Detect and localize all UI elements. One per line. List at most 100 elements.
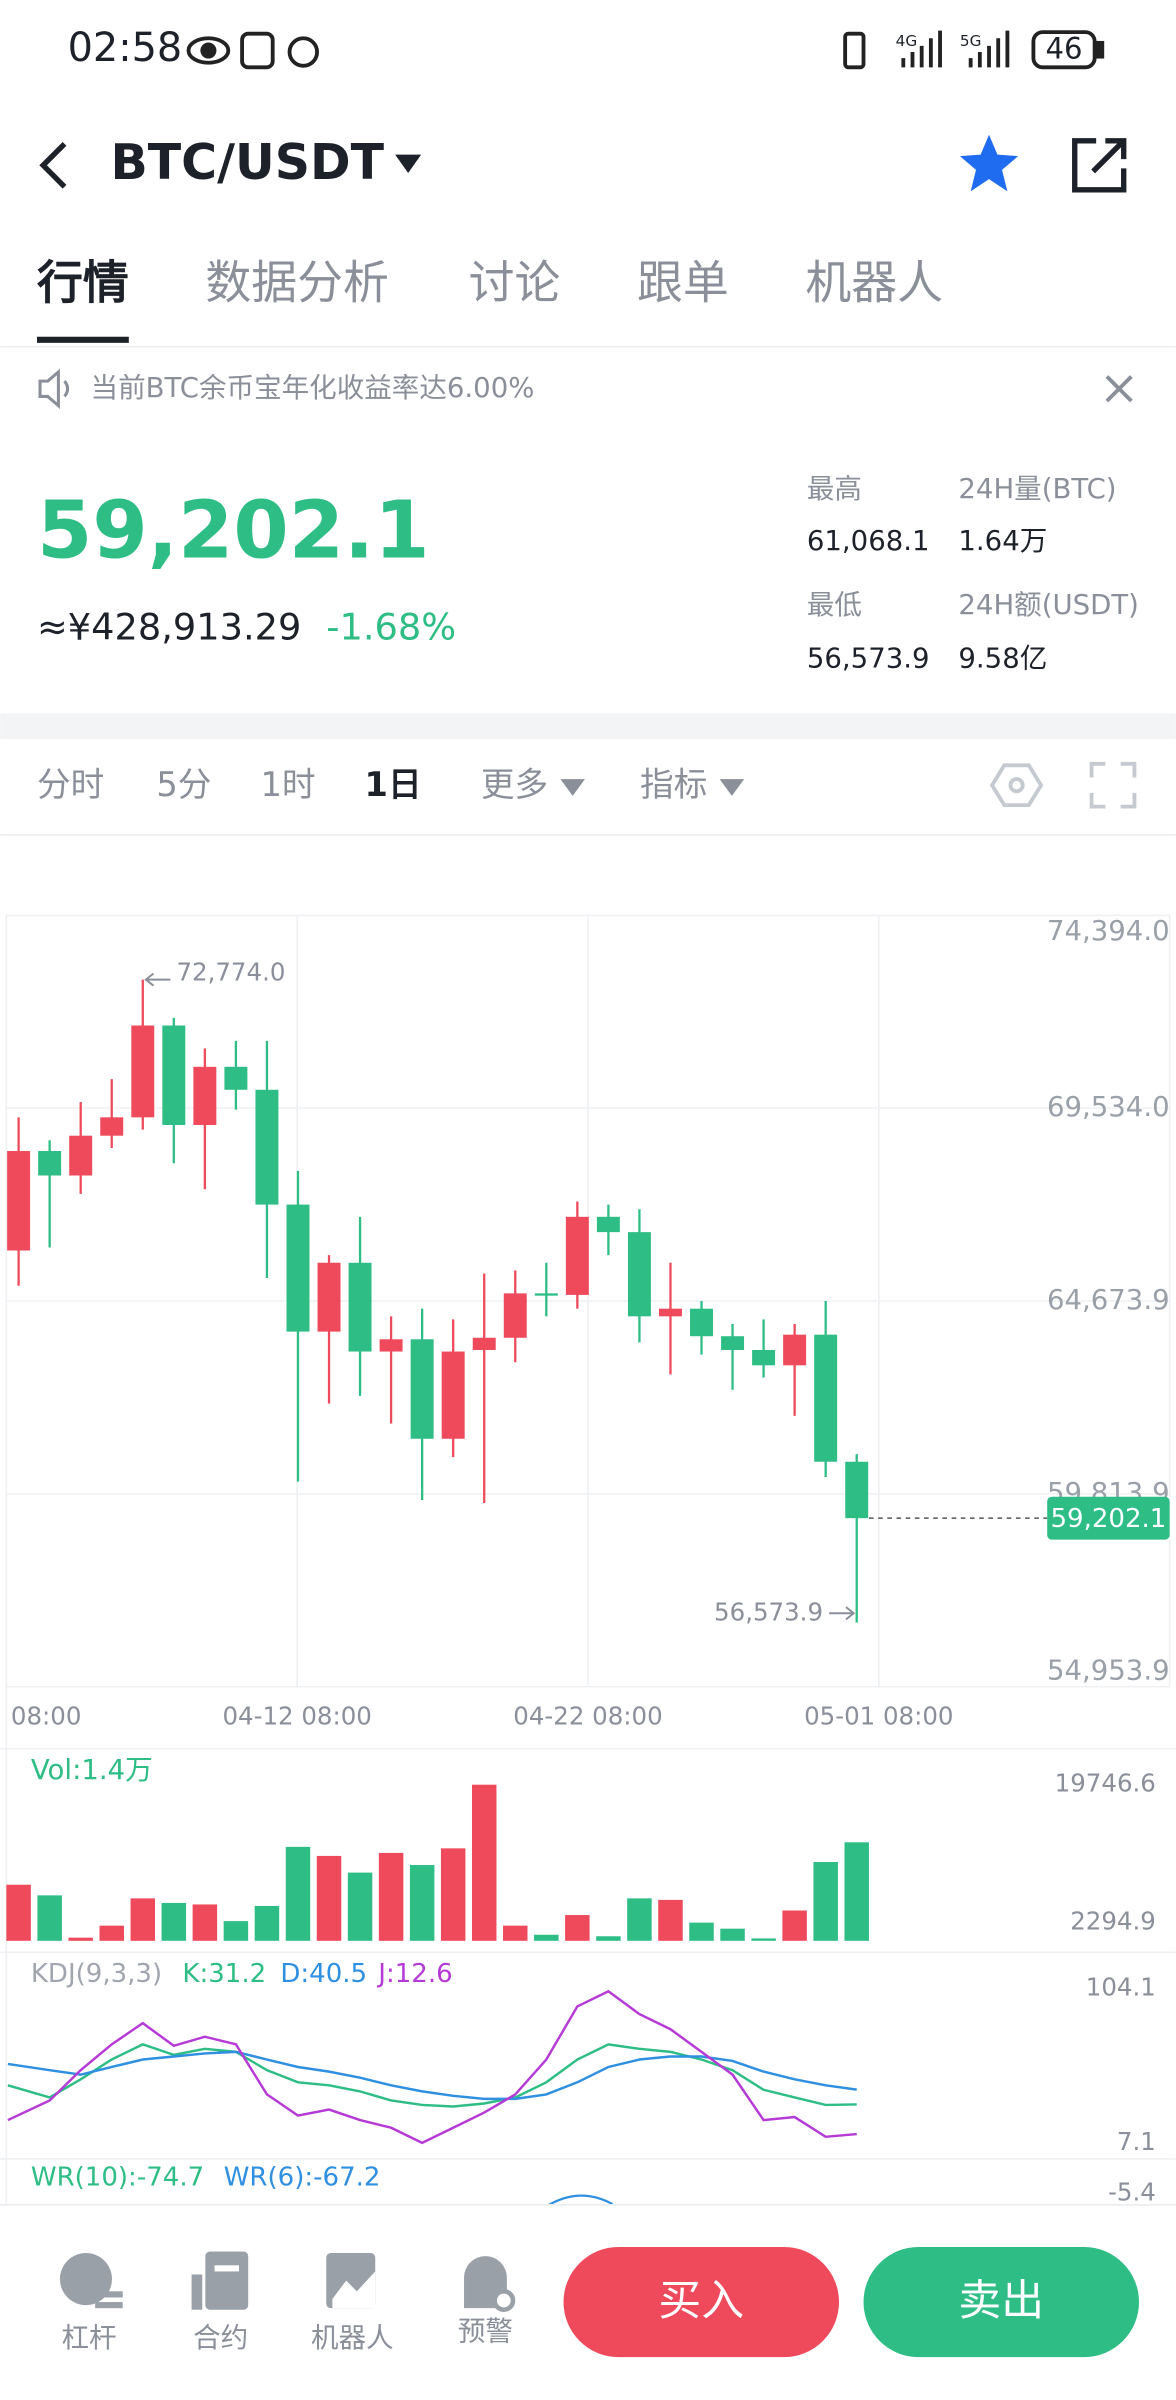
volume-bar [440,1848,466,1941]
legend-entry: K:31.2 [182,1959,266,1989]
tab-indicator [36,336,129,343]
candle-body [162,1025,186,1125]
candle-body [100,1117,124,1136]
tab[interactable]: 跟单 [637,256,729,310]
y-tick-label: 74,394.0 [1047,915,1170,947]
interval[interactable]: 1时 [260,765,315,804]
volume-bar [534,1934,559,1941]
candle-body [503,1293,527,1338]
low-label: 56,573.9 [714,1597,823,1626]
nav-icon[interactable] [191,2251,249,2310]
nav-label[interactable]: 杠杆 [61,2322,116,2354]
volume-bar [37,1895,62,1941]
high-label: 72,774.0 [176,957,285,986]
dropdown-arrow [719,779,745,796]
y-tick-label: 64,673.9 [1047,1284,1170,1316]
volume-bar [285,1846,311,1941]
share-button[interactable] [1072,138,1127,193]
notice-close[interactable] [1105,375,1133,403]
x-tick-label: 04-22 08:00 [513,1701,662,1730]
net-4g: 4G [896,32,918,50]
dropdown-arrow [560,779,585,796]
tab[interactable]: 数据分析 [205,256,389,310]
battery-level: 46 [1046,32,1083,66]
volume-bar [844,1842,869,1941]
buy-label[interactable]: 买入 [658,2276,744,2326]
candle-body [565,1216,589,1295]
pair-title[interactable]: BTC/USDT [110,134,384,191]
bottom-bar-edge [0,2204,1176,2206]
back-button[interactable] [39,141,67,189]
candle-body [224,1066,248,1090]
divider [0,1951,1176,1954]
price-change: -1.68% [326,606,456,649]
candle-body [69,1135,93,1176]
sell-button[interactable] [863,2246,1140,2358]
favorite-star[interactable] [959,134,1019,192]
volume-bar [471,1784,497,1941]
volume-bar [223,1921,249,1941]
volume-bar [99,1925,124,1941]
candle-body [286,1204,310,1332]
y-tick-label: 19746.6 [1055,1769,1156,1798]
kdj-title: KDJ(9,3,3) [31,1959,162,1989]
stat-value: 56,573.9 [807,643,930,675]
volume-bar [409,1865,435,1941]
volume-bar [782,1910,807,1941]
divider [0,345,1176,348]
divider [0,1747,1176,1750]
candle-body [131,1025,155,1118]
candle-body [410,1339,434,1439]
status-time: 02:58 [68,25,183,71]
stat-label: 24H量(BTC) [958,473,1116,505]
candle-body [317,1262,341,1332]
interval[interactable]: 分时 [37,765,104,804]
candle-body [752,1349,776,1366]
candle-body [721,1336,745,1350]
nav-icon[interactable] [326,2253,376,2309]
volume-bar [720,1928,745,1941]
volume-bar [347,1872,373,1941]
candle-body [690,1308,713,1337]
tab[interactable]: 机器人 [805,256,943,310]
buy-button[interactable] [563,2246,840,2358]
candle-body [627,1232,651,1317]
notice-text[interactable]: 当前BTC余币宝年化收益率达6.00% [91,372,535,404]
y-tick-label: 104.1 [1086,1972,1156,2001]
settings-icon[interactable] [989,763,1044,808]
section-gap [0,713,1176,740]
candle-body [783,1334,807,1366]
tab[interactable]: 讨论 [469,256,561,310]
volume-title: Vol:1.4万 [31,1754,153,1786]
divider [0,834,1176,836]
net-5g: 5G [960,32,982,50]
nav-label[interactable]: 合约 [193,2322,248,2354]
nav-label[interactable]: 预警 [458,2316,513,2348]
interval[interactable]: 5分 [156,765,211,804]
stat-label: 24H额(USDT) [958,589,1139,621]
stat-label: 最高 [807,473,862,505]
candle-body [38,1151,62,1176]
y-tick-label: 2294.9 [1070,1907,1156,1936]
nav-icon[interactable] [464,2256,516,2312]
volume-bar [689,1922,714,1941]
wr-axis-label: -5.4 [1108,2177,1156,2206]
nav-icon[interactable] [59,2253,123,2309]
tab[interactable]: 行情 [37,256,129,310]
indicator-menu[interactable]: 指标 [640,765,707,804]
interval[interactable]: 1日 [365,765,422,804]
pair-dropdown[interactable] [395,154,422,173]
volume-bar [68,1937,93,1941]
interval-more[interactable]: 更多 [481,765,548,804]
candle-body [845,1461,869,1519]
high-arrow [144,972,171,987]
candle-body [255,1089,279,1205]
plot: 74,394.069,534.064,673.959,813.954,953.9… [6,914,1170,2156]
indicator-line [7,2050,857,2101]
fullscreen-icon[interactable] [1089,761,1137,809]
volume-bar [596,1936,621,1941]
nav-label[interactable]: 机器人 [311,2322,394,2354]
sell-label[interactable]: 卖出 [958,2276,1044,2326]
divider [0,2158,1176,2160]
volume-bar [130,1898,156,1941]
